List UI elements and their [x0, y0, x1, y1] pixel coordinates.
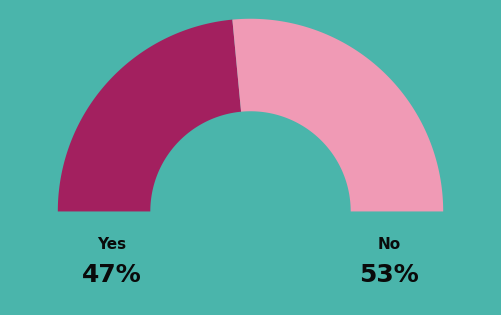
Text: Yes: Yes [97, 237, 126, 251]
Polygon shape [232, 19, 443, 211]
Text: 53%: 53% [359, 263, 419, 288]
Polygon shape [58, 20, 241, 211]
Text: 47%: 47% [82, 263, 142, 288]
Text: No: No [378, 237, 401, 251]
